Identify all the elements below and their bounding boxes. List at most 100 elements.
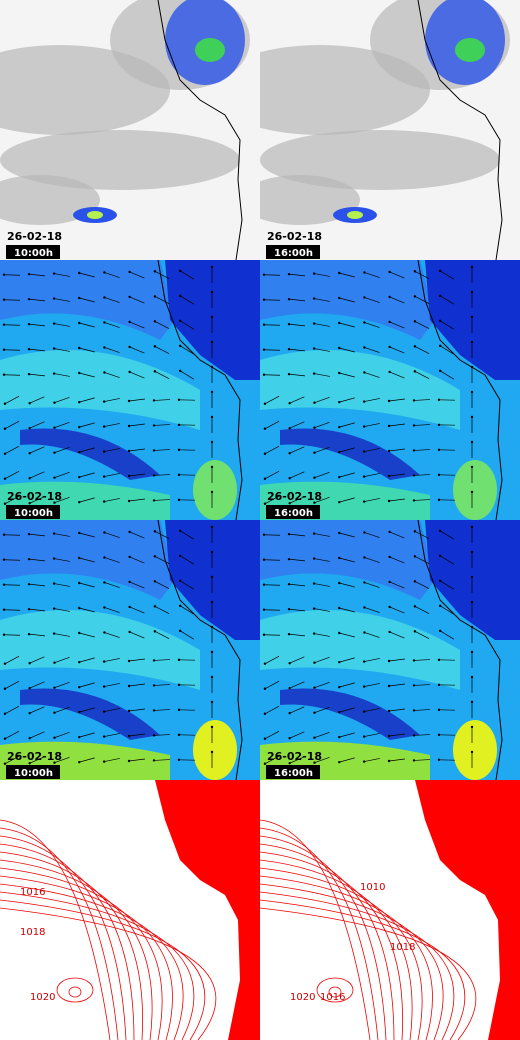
wind-arrow [129,683,145,687]
wind-map: 26-02-18 10:00h [0,520,260,780]
wind-arrow [129,581,145,589]
wind-arrow-head [412,709,416,712]
wind-arrow [314,608,330,612]
wind-arrow [339,632,355,638]
wind-arrow-head [412,759,416,762]
wind-arrow [439,345,455,355]
wind-arrow [263,584,281,586]
wind-arrow [54,496,70,504]
wind-arrow-head [3,762,7,765]
wind-arrow [129,271,145,279]
wind-arrow-head [470,415,474,419]
wind-arrow-head [28,712,31,715]
wind-arrow-head [178,319,182,323]
wind-arrow [364,473,380,477]
wind-arrow [439,555,455,565]
wind-arrow-head [338,500,341,504]
wind-arrow [314,533,330,537]
wind-arrow [364,532,380,538]
wind-arrow [413,449,431,451]
wind-arrow-head [263,452,267,455]
time-label-bg [266,245,320,259]
wind-arrow-head [78,581,81,585]
wind-arrow-head [470,340,474,344]
wind-arrow [154,606,170,614]
wind-arrow-head [438,369,442,373]
wind-arrow [414,271,430,279]
wind-arrow [314,323,330,327]
wind-arrow [339,297,355,303]
wind-arrow [79,732,95,738]
isobar [0,907,217,1040]
wind-arrow-head [2,273,6,276]
wind-arrow [263,274,281,276]
wind-arrow [153,759,171,761]
isobar [316,977,354,1003]
wind-arrow-head [312,372,316,375]
wind-arrow-head [262,633,266,636]
wind-arrow-head [103,531,106,534]
isobar [0,883,184,1040]
wind-arrow [389,498,405,502]
wind-arrow-head [128,580,131,584]
wind-arrow [104,582,120,588]
wind-arrow [79,422,95,428]
isobar [260,851,404,1040]
coastline [157,520,243,780]
wind-arrow [264,730,280,740]
wind-arrow-head [288,452,291,455]
wind-arrow-head [363,581,366,584]
wind-arrow-head [338,581,341,585]
wind-arrow-head [363,346,366,349]
wind-arrow-head [3,737,7,740]
wind-arrow-head [152,424,156,427]
wind-arrow [104,498,120,502]
wind-arrow-head [153,270,157,273]
wind-arrow [439,320,455,330]
precip [347,211,363,219]
wind-arrow [29,471,45,479]
isobar [0,843,135,1040]
wind-arrow-head [102,735,106,738]
wind-map: 26-02-18 16:00h [260,260,520,520]
wind-arrow [79,472,95,478]
wind-arrow-head [437,733,441,737]
wind-arrow [3,274,21,276]
wind-arrow-head [412,659,416,662]
wind-arrow [29,633,45,637]
wind-arrow-head [312,272,316,275]
wind-arrow-head [28,477,31,480]
wind-arrow [339,607,355,613]
wind-arrow [54,471,70,479]
wind-arrow [29,681,45,689]
wind-arrow-head [178,294,182,298]
land [415,780,520,1040]
wind-arrow-head [102,450,106,453]
coastline [417,520,503,780]
wind-arrow [54,273,70,277]
wind-arrow-head [78,296,81,300]
wind-arrow [129,321,145,329]
wind-arrow [439,630,455,640]
wind-arrow [414,531,430,539]
wind-arrow-head [52,272,56,275]
wind-arrow [389,296,405,304]
wind-arrow [414,631,430,639]
wind-arrow-head [78,346,81,350]
wind-arrow-head [127,424,131,428]
wind-arrow-head [388,345,391,349]
isobar [0,819,111,1040]
precip [455,38,485,62]
wind-arrow [314,496,330,504]
wind-arrow [314,583,330,587]
wind-arrow-head [470,315,474,319]
wind-arrow-head [262,533,266,536]
wind-arrow-head [338,371,341,375]
wind-arrow [289,298,305,302]
wind-arrow [54,608,70,612]
coastline [157,260,243,520]
wind-arrow [289,681,305,689]
wind-arrow-head [413,605,417,608]
isobar [260,827,379,1040]
wind-arrow [364,658,380,662]
